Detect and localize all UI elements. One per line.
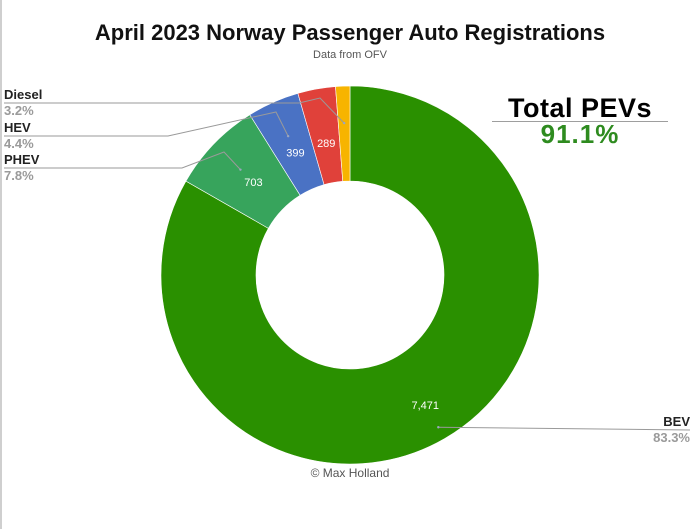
category-label-bev: BEV	[663, 414, 690, 429]
credit-text: © Max Holland	[310, 466, 390, 480]
total-pevs-label: Total PEVs	[507, 93, 653, 123]
category-label-phev: PHEV	[4, 152, 40, 167]
slice-bev	[160, 85, 540, 465]
leader-dot-hev	[286, 134, 290, 138]
percent-label-hev: 4.4%	[4, 136, 34, 151]
chart-title: April 2023 Norway Passenger Auto Registr…	[94, 20, 606, 45]
leader-line-phev	[4, 151, 241, 170]
leader-line-hev	[4, 111, 289, 137]
percent-label-diesel: 3.2%	[4, 103, 34, 118]
left-edge-divider	[0, 0, 2, 529]
category-label-hev: HEV	[4, 120, 31, 135]
category-label-diesel: Diesel	[4, 87, 42, 102]
slice-diesel	[335, 85, 351, 182]
leader-line-bev	[438, 426, 691, 431]
data-label-phev: 703	[244, 177, 262, 189]
total-pevs-value: 91.1%	[540, 119, 620, 149]
chart-subtitle: Data from OFV	[313, 49, 387, 61]
data-label-bev: 7,471	[411, 400, 439, 412]
data-label-petrol: 289	[317, 138, 335, 150]
leader-line-diesel	[4, 97, 345, 124]
percent-label-bev: 83.3%	[653, 430, 690, 445]
leader-dot-phev	[239, 168, 242, 171]
leader-dot-diesel	[342, 121, 346, 125]
total-pevs-underline	[492, 121, 668, 122]
leader-dot-bev	[437, 426, 440, 429]
percent-label-phev: 7.8%	[4, 168, 34, 183]
data-label-hev: 399	[286, 148, 304, 160]
